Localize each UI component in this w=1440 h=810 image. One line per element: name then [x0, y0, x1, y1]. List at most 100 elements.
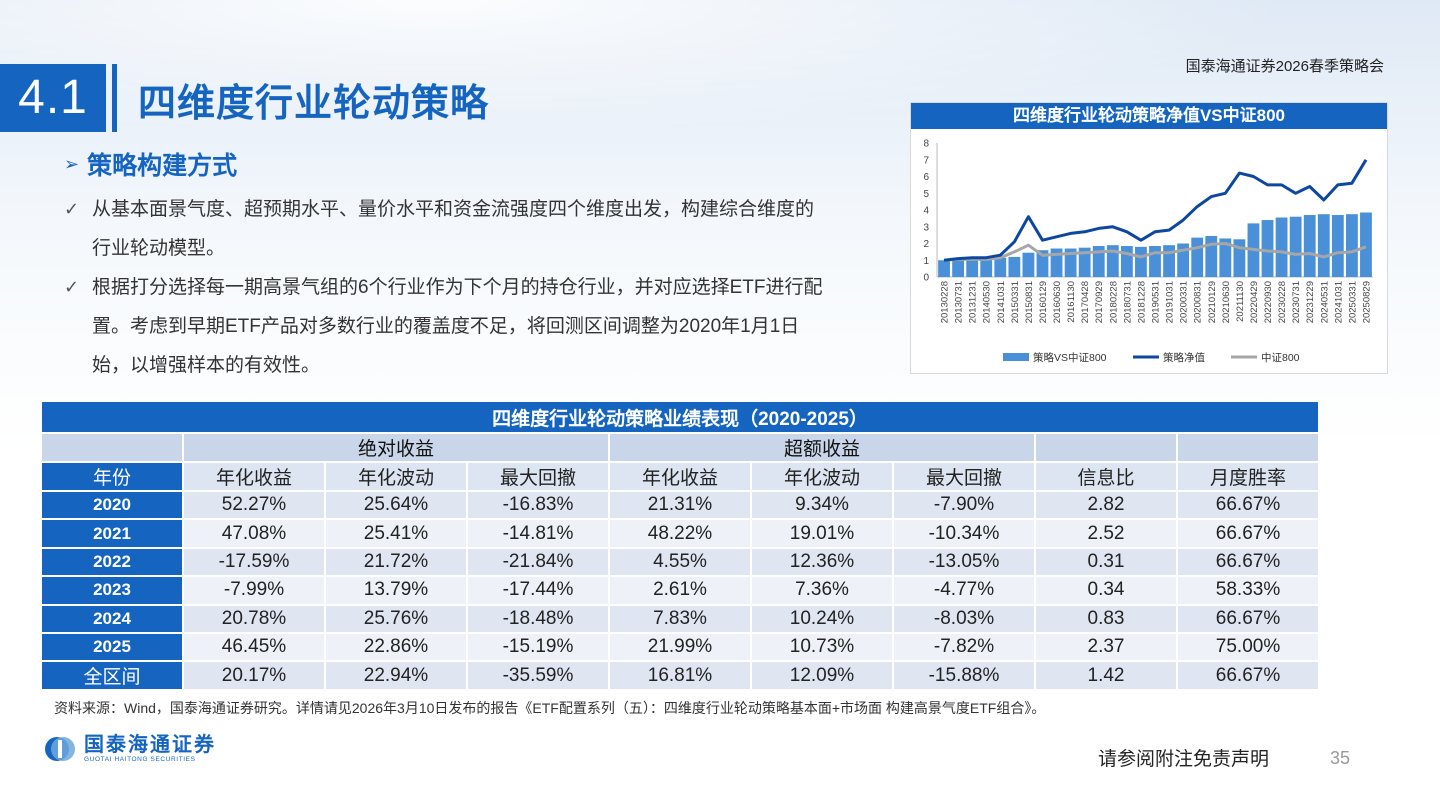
- x-tick-label: 20250331: [1347, 281, 1358, 323]
- table-cell: 2.61%: [608, 575, 752, 606]
- table-cell: 48.22%: [608, 518, 752, 549]
- table-row: 2020 52.27% 25.64% -16.83% 21.31% 9.34% -7.90%…: [40, 489, 1321, 521]
- legend-label: 策略VS中证800: [1033, 351, 1107, 364]
- bar: [1177, 243, 1190, 277]
- table-row: 2022 -17.59% 21.72% -21.84% 4.55% 12.36% -13.0…: [40, 546, 1321, 578]
- index-line: [943, 242, 1367, 262]
- column-header: 最大回撤: [466, 461, 610, 492]
- page-number: 35: [1330, 748, 1351, 768]
- table-row: 2025 46.45% 22.86% -15.19% 21.99% 10.73% -7.82…: [40, 631, 1321, 663]
- x-tick-label: 20200331: [1179, 281, 1190, 323]
- table-cell: 0.83: [1034, 603, 1178, 634]
- bar: [952, 259, 965, 277]
- performance-table: 四维度行业轮动策略业绩表现（2020-2025） 绝对收益 超额收益 年份 年化收…: [39, 400, 1321, 692]
- table-cell: -18.48%: [466, 603, 610, 634]
- bar: [1149, 246, 1161, 277]
- x-tick-label: 20150331: [1010, 281, 1021, 323]
- table-cell: 66.67%: [1175, 489, 1321, 521]
- column-header: 最大回撤: [892, 461, 1036, 492]
- row-label: 2021: [40, 518, 184, 549]
- bar: [1331, 215, 1344, 277]
- bullet-text: 根据打分选择每一期高景气组的6个行业作为下个月的持仓行业，并对应选择ETF进行配…: [92, 277, 823, 376]
- table-cell: 19.01%: [750, 518, 894, 549]
- event-label: 国泰海通证券2026春季策略会: [1185, 58, 1384, 75]
- table-cell: 66.67%: [1175, 660, 1321, 692]
- table-header-row: 年份 年化收益 年化波动 最大回撤 年化收益 年化波动 最大回撤 信息比 月度胜率: [40, 461, 1321, 492]
- bar: [1205, 235, 1218, 277]
- bar: [1120, 246, 1133, 277]
- arrow-icon: ➢: [64, 153, 80, 174]
- table-cell: -13.05%: [892, 546, 1036, 578]
- table-cell: 2.37: [1034, 631, 1178, 663]
- row-label: 2023: [40, 575, 184, 606]
- bar: [1050, 248, 1063, 277]
- y-tick-label: 2: [923, 239, 929, 250]
- table-cell: 7.36%: [750, 575, 894, 606]
- table-cell: -14.81%: [466, 518, 610, 549]
- table-cell: 25.41%: [324, 518, 468, 549]
- column-header: 年化波动: [324, 461, 468, 492]
- x-tick-label: 20180731: [1122, 281, 1133, 323]
- x-tick-label: 20230731: [1291, 281, 1302, 323]
- table-cell: -7.82%: [892, 631, 1036, 663]
- x-tick-label: 20170428: [1080, 281, 1091, 323]
- x-tick-label: 20210630: [1221, 281, 1232, 323]
- table-cell: 10.24%: [750, 603, 894, 634]
- table-cell: -35.59%: [466, 660, 610, 692]
- x-tick-label: 20170929: [1094, 281, 1105, 323]
- group-absolute: 绝对收益: [182, 432, 610, 463]
- bar: [966, 258, 979, 277]
- y-tick-label: 6: [923, 172, 929, 183]
- table-cell: 22.94%: [324, 660, 468, 692]
- table-cell: 0.34: [1034, 575, 1178, 606]
- table-row: 2024 20.78% 25.76% -18.48% 7.83% 10.24% -8.03%…: [40, 603, 1321, 634]
- table-cell: 0.31: [1034, 546, 1178, 578]
- table-cell: 2.52: [1034, 518, 1178, 549]
- bar: [938, 260, 950, 277]
- check-icon: ✓: [64, 199, 80, 219]
- table-cell: 16.81%: [608, 660, 752, 692]
- table-cell: 58.33%: [1175, 575, 1321, 606]
- bar: [994, 257, 1007, 277]
- x-tick-label: 20220930: [1263, 281, 1274, 323]
- table-cell: 66.67%: [1175, 518, 1321, 549]
- y-tick-label: 7: [923, 155, 929, 166]
- bar: [1036, 250, 1049, 277]
- company-logo: 国泰海通证券 GUOTAI HAITONG SECURITIES: [44, 734, 216, 763]
- x-tick-label: 20220429: [1249, 281, 1260, 323]
- x-tick-label: 20231229: [1305, 281, 1316, 323]
- table-cell: 21.31%: [608, 489, 752, 521]
- table-cell: 12.09%: [750, 660, 894, 692]
- table-cell: -17.59%: [182, 546, 326, 578]
- column-header: 年份: [40, 461, 184, 492]
- x-tick-label: 20200831: [1193, 281, 1204, 323]
- legend-swatch: [1003, 353, 1029, 361]
- column-header: 信息比: [1034, 461, 1178, 492]
- bar: [1008, 256, 1021, 277]
- table-cell: 4.55%: [608, 546, 752, 578]
- x-tick-label: 20150831: [1024, 281, 1035, 323]
- logo-name: 国泰海通证券: [84, 734, 216, 756]
- table-title: 四维度行业轮动策略业绩表现（2020-2025）: [39, 400, 1321, 434]
- x-tick-label: 20211130: [1235, 281, 1246, 322]
- x-tick-label: 20181228: [1136, 281, 1147, 323]
- source-note: 资料来源：Wind，国泰海通证券研究。详情请见2026年3月10日发布的报告《E…: [54, 700, 1046, 716]
- bar: [1022, 252, 1035, 277]
- table-cell: 21.72%: [324, 546, 468, 578]
- bar: [1191, 237, 1204, 277]
- subheading: ➢ 策略构建方式: [64, 146, 237, 182]
- y-tick-label: 1: [923, 256, 929, 267]
- bar: [1360, 212, 1372, 277]
- bullet-item: ✓ 从基本面景气度、超预期水平、量价水平和资金流强度四个维度出发，构建综合维度的…: [64, 190, 824, 268]
- column-header: 年化收益: [608, 461, 752, 492]
- x-tick-label: 20130228: [940, 281, 951, 323]
- check-icon: ✓: [64, 277, 80, 297]
- table-cell: 66.67%: [1175, 603, 1321, 634]
- bar: [1106, 245, 1119, 277]
- legend-label: 中证800: [1261, 351, 1300, 364]
- section-divider: [112, 64, 117, 132]
- bar: [1345, 214, 1358, 277]
- bar: [980, 258, 993, 277]
- x-tick-label: 20190531: [1151, 281, 1162, 323]
- table-cell: 46.45%: [182, 631, 326, 663]
